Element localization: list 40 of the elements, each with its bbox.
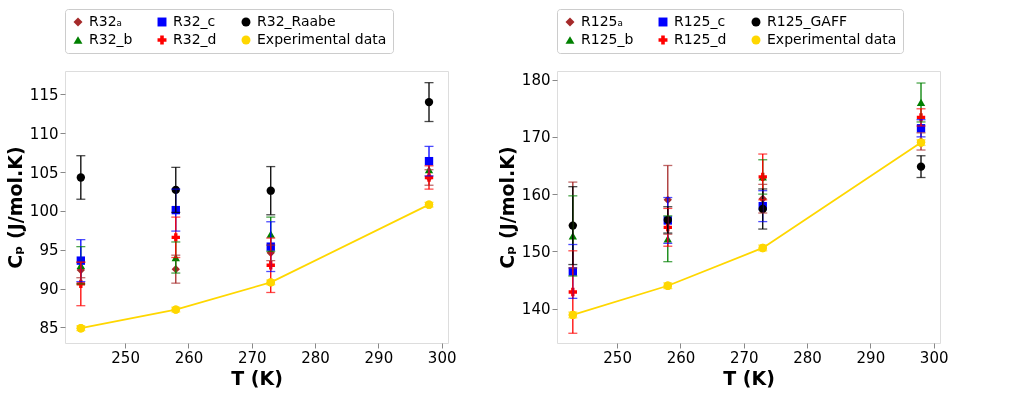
legend-label: R32_d (173, 31, 217, 47)
x-tick-label: 270 (237, 348, 267, 367)
x-axis-title: T (K) (231, 366, 283, 389)
y-tick-label: 115 (29, 85, 59, 104)
x-tick-label: 250 (111, 348, 140, 367)
y-tick-label: 150 (521, 242, 551, 261)
y-tick-label: 90 (39, 280, 59, 299)
x-tick-label: 280 (793, 348, 822, 367)
legend-label: R32_c (173, 13, 216, 29)
legend-label: R32ₐ (89, 13, 123, 29)
y-axis-title: Cₚ (J/mol.K) (495, 146, 518, 269)
x-tick-label: 300 (919, 348, 949, 367)
legend-label: R32_Raabe (257, 13, 336, 29)
x-tick-label: 270 (729, 348, 759, 367)
y-tick-label: 170 (521, 128, 551, 147)
x-tick-label: 260 (666, 348, 696, 367)
y-tick-label: 105 (29, 163, 59, 182)
legend-label: R125_GAFF (767, 13, 847, 29)
y-tick-label: 85 (39, 318, 59, 337)
legend-label: R32_b (89, 31, 133, 47)
y-tick-label: 140 (521, 300, 551, 319)
x-tick-label: 290 (856, 348, 886, 367)
y-axis-title: Cₚ (J/mol.K) (3, 146, 26, 269)
y-tick-label: 160 (521, 185, 551, 204)
legend-label: R125_b (581, 31, 634, 47)
legend-label: R125ₐ (581, 13, 623, 29)
y-tick-label: 110 (29, 124, 59, 143)
x-tick-label: 260 (174, 348, 204, 367)
legend-label: Experimental data (257, 31, 387, 47)
x-tick-label: 290 (364, 348, 394, 367)
x-tick-label: 250 (603, 348, 632, 367)
x-tick-label: 280 (301, 348, 330, 367)
x-tick-label: 300 (427, 348, 457, 367)
y-tick-label: 95 (39, 241, 59, 260)
x-axis-title: T (K) (723, 366, 775, 389)
legend-label: Experimental data (767, 31, 897, 47)
legend-label: R125_c (674, 13, 726, 29)
y-tick-label: 100 (29, 202, 59, 221)
y-tick-label: 180 (521, 71, 551, 90)
legend-label: R125_d (674, 31, 727, 47)
